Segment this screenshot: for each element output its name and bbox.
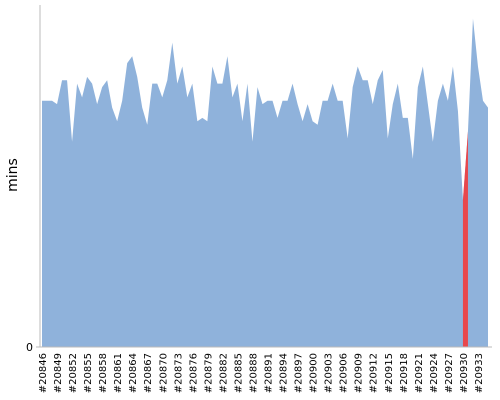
x-tick-label: #20861	[113, 353, 124, 393]
x-tick-label: #20918	[399, 353, 410, 393]
x-tick-label: #20852	[68, 353, 79, 393]
x-tick-label: #20897	[294, 353, 305, 393]
area	[42, 18, 488, 348]
x-tick-label: #20909	[354, 353, 365, 393]
x-tick-label: #20930	[459, 353, 470, 393]
x-tick-label: #20849	[53, 353, 64, 393]
x-tick-label: #20903	[324, 353, 335, 393]
x-tick-label: #20900	[309, 353, 320, 393]
y-axis-label: mins	[5, 158, 21, 192]
x-tick-label: #20879	[203, 353, 214, 393]
x-tick-label: #20927	[444, 353, 455, 393]
x-tick-label: #20855	[83, 353, 94, 393]
x-tick-label: #20876	[188, 353, 199, 393]
highlight-area	[462, 131, 468, 347]
x-tick-label: #20891	[264, 353, 275, 393]
x-tick-label: #20912	[369, 353, 380, 393]
x-tick-label: #20858	[98, 353, 109, 393]
x-tick-label: #20888	[248, 353, 259, 393]
x-tick-label: #20933	[474, 353, 485, 393]
x-tick-label: #20882	[218, 353, 229, 393]
x-tick-label: #20894	[279, 353, 290, 393]
x-tick-label: #20921	[414, 353, 425, 393]
x-tick-label: #20870	[158, 353, 169, 393]
y-tick-label: 0	[26, 341, 33, 354]
x-tick-label: #20867	[143, 353, 154, 393]
x-tick-label: #20906	[339, 353, 350, 393]
x-tick-label: #20846	[38, 353, 49, 393]
x-tick-label: #20924	[429, 353, 440, 393]
x-tick-label: #20873	[173, 353, 184, 393]
x-tick-label: #20885	[233, 353, 244, 393]
x-tick-label: #20915	[384, 353, 395, 393]
x-tick-label: #20864	[128, 353, 139, 393]
